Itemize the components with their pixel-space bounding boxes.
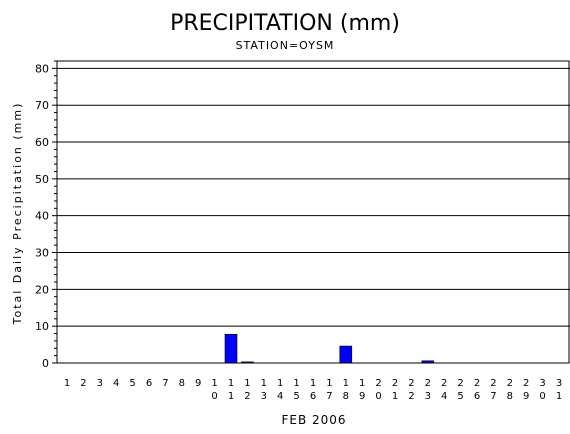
x-tick-label: 6 bbox=[146, 378, 152, 389]
y-tick-label: 20 bbox=[35, 283, 49, 296]
grid-lines bbox=[57, 67, 570, 327]
y-tick-label: 50 bbox=[35, 173, 49, 186]
y-tick-label: 30 bbox=[35, 247, 49, 260]
y-tick-label: 80 bbox=[35, 62, 49, 75]
x-tick-label: 3 bbox=[97, 378, 103, 389]
x-tick-label: 7 bbox=[162, 378, 168, 389]
bar bbox=[339, 345, 353, 364]
x-tick-label: 2 bbox=[80, 378, 86, 389]
axes bbox=[52, 60, 570, 364]
x-tick-label: 8 bbox=[179, 378, 185, 389]
chart-title: PRECIPITATION (mm) bbox=[170, 11, 400, 36]
x-tick-label: 1 bbox=[64, 378, 70, 389]
x-tick-label: 9 bbox=[195, 378, 201, 389]
chart-subtitle: STATION=OYSM bbox=[236, 39, 335, 52]
x-axis-label: FEB 2006 bbox=[281, 413, 346, 427]
y-tick-label: 0 bbox=[42, 357, 49, 370]
y-tick-label: 40 bbox=[35, 210, 49, 223]
x-tick-label: 5 bbox=[129, 378, 135, 389]
y-tick-label: 10 bbox=[35, 320, 49, 333]
x-tick-label: 4 bbox=[113, 378, 119, 389]
plot-frame bbox=[56, 60, 570, 364]
bars bbox=[224, 333, 435, 364]
y-tick-label: 70 bbox=[35, 99, 49, 112]
y-tick-label: 60 bbox=[35, 136, 49, 149]
bar bbox=[224, 333, 238, 364]
y-axis-label: Total Daily Precipitation (mm) bbox=[11, 102, 24, 326]
